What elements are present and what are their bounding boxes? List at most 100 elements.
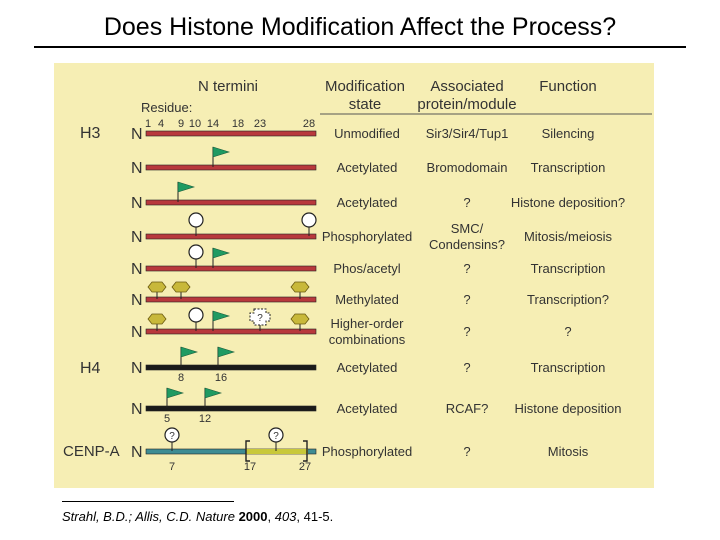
row-mod-text: Acetylated (337, 160, 398, 175)
n-terminus-label: N (131, 292, 143, 309)
unknown-mark: ? (273, 431, 279, 442)
histone-tail-bar (145, 448, 317, 455)
citation-journal: Nature (195, 509, 235, 524)
row-func-text: Mitosis (548, 444, 589, 459)
row-mod-text: Phos/acetyl (333, 261, 400, 276)
methyl-hexagon-icon (147, 313, 167, 331)
residue-18: 18 (232, 118, 244, 130)
n-terminus-label: N (131, 444, 143, 461)
phospho-circle-icon (301, 212, 317, 236)
row-mod-text: Phosphorylated (322, 229, 412, 244)
unknown-modification-icon: ? (249, 308, 271, 331)
residue-10: 10 (189, 118, 201, 130)
unknown-mark: ? (169, 431, 175, 442)
row-mod-text: Phosphorylated (322, 444, 412, 459)
row-func-text: Transcription (531, 360, 606, 375)
histone-tail-bar (145, 265, 317, 272)
histone-tail-bar (145, 364, 317, 371)
citation-volume: 403 (274, 509, 297, 524)
row-func-text: Mitosis/meiosis (524, 229, 613, 244)
n-terminus-label: N (131, 126, 143, 143)
methyl-hexagon-icon (290, 313, 310, 331)
acetyl-flag-icon (212, 310, 231, 331)
row-func-text: ? (564, 324, 571, 339)
cenpa-left-bracket (245, 440, 250, 462)
row-assoc-text: ? (463, 324, 470, 339)
citation: Strahl, B.D.; Allis, C.D. Nature 2000 , 4… (62, 509, 334, 524)
acetyl-flag-icon (204, 387, 223, 408)
header-associated-line2: protein/module (417, 96, 516, 113)
row-assoc-text: ? (463, 292, 470, 307)
n-terminus-label: N (131, 360, 143, 377)
acetyl-flag-icon (217, 346, 236, 367)
citation-authors: Strahl, B.D.; Allis, C.D. (62, 509, 193, 524)
slide-title: Does Histone Modification Affect the Pro… (103, 13, 617, 41)
residue-14: 14 (207, 118, 219, 130)
acetyl-flag-icon (212, 247, 231, 268)
methyl-hexagon-icon (290, 281, 310, 299)
label-h3: H3 (80, 125, 101, 142)
histone-tail-bar (145, 130, 317, 137)
residue-9: 9 (178, 118, 184, 130)
histone-tail-bar (145, 296, 317, 303)
row-func-text: Transcription? (527, 292, 609, 307)
row-mod-text: Unmodified (334, 126, 400, 141)
row-func-text: Histone deposition (515, 401, 622, 416)
acetyl-flag-icon (180, 346, 199, 367)
residue-number: 12 (199, 413, 211, 425)
histone-tail-bar (145, 199, 317, 206)
citation-year: 2000 (238, 509, 268, 524)
citation-rule (62, 501, 234, 502)
n-terminus-label: N (131, 324, 143, 341)
row-func-text: Transcription (531, 160, 606, 175)
cenpa-right-bracket (303, 440, 308, 462)
unknown-phospho-circle-icon: ? (164, 427, 180, 451)
acetyl-flag-icon (212, 146, 231, 167)
row-assoc-text: SMC/ (451, 221, 484, 236)
header-function: Function (539, 78, 597, 95)
header-termini: N termini (198, 78, 258, 95)
histone-tail-bar (145, 233, 317, 240)
residue-1: 1 (145, 118, 151, 130)
residue-number: 27 (299, 461, 311, 473)
row-mod-text: combinations (329, 332, 406, 347)
row-func-text: Histone deposition? (511, 195, 625, 210)
n-terminus-label: N (131, 195, 143, 212)
row-mod-text: Acetylated (337, 195, 398, 210)
row-assoc-text: Condensins? (429, 237, 505, 252)
residue-number: 17 (244, 461, 256, 473)
row-mod-text: Acetylated (337, 360, 398, 375)
unknown-mark: ? (257, 313, 263, 324)
label-h4: H4 (80, 360, 101, 377)
n-terminus-label: N (131, 261, 143, 278)
n-terminus-label: N (131, 160, 143, 177)
methyl-hexagon-icon (171, 281, 191, 299)
header-associated-line1: Associated (430, 78, 503, 95)
row-assoc-text: RCAF? (446, 401, 489, 416)
header-modification-line1: Modification (325, 78, 405, 95)
histone-tail-bar (145, 328, 317, 335)
title-underline (34, 46, 686, 48)
residue-23: 23 (254, 118, 266, 130)
residue-label: Residue: (141, 100, 192, 115)
row-assoc-text: Sir3/Sir4/Tup1 (426, 126, 509, 141)
residue-number: 7 (169, 461, 175, 473)
citation-pages: , 41-5. (296, 509, 334, 524)
residue-number: 5 (164, 413, 170, 425)
acetyl-flag-icon (177, 181, 196, 202)
row-assoc-text: ? (463, 360, 470, 375)
n-terminus-label: N (131, 229, 143, 246)
acetyl-flag-icon (166, 387, 185, 408)
n-terminus-label: N (131, 401, 143, 418)
residue-number: 16 (215, 372, 227, 384)
header-modification-line2: state (349, 96, 382, 113)
row-assoc-text: ? (463, 444, 470, 459)
row-assoc-text: ? (463, 261, 470, 276)
unknown-phospho-circle-icon: ? (268, 427, 284, 451)
phospho-circle-icon (188, 307, 204, 331)
residue-number: 8 (178, 372, 184, 384)
row-func-text: Transcription (531, 261, 606, 276)
label-cenpa: CENP-A (63, 443, 120, 460)
residue-4: 4 (158, 118, 164, 130)
